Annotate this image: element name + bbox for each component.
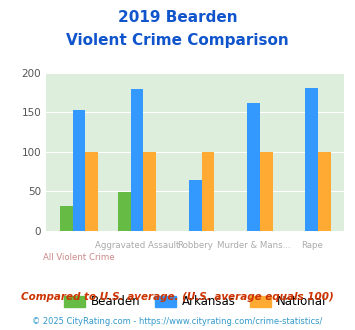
Text: Violent Crime Comparison: Violent Crime Comparison xyxy=(66,33,289,48)
Text: All Violent Crime: All Violent Crime xyxy=(43,253,115,262)
Bar xyxy=(189,180,202,231)
Text: Robbery: Robbery xyxy=(177,241,213,249)
Bar xyxy=(60,206,72,231)
Bar xyxy=(118,192,131,231)
Text: Rape: Rape xyxy=(301,241,323,249)
Text: Aggravated Assault: Aggravated Assault xyxy=(95,241,179,249)
Bar xyxy=(143,152,156,231)
Bar xyxy=(305,88,318,231)
Text: Compared to U.S. average. (U.S. average equals 100): Compared to U.S. average. (U.S. average … xyxy=(21,292,334,302)
Legend: Bearden, Arkansas, National: Bearden, Arkansas, National xyxy=(59,291,331,313)
Bar xyxy=(260,152,273,231)
Bar xyxy=(85,152,98,231)
Bar xyxy=(72,110,85,231)
Bar xyxy=(247,104,260,231)
Text: © 2025 CityRating.com - https://www.cityrating.com/crime-statistics/: © 2025 CityRating.com - https://www.city… xyxy=(32,317,323,326)
Bar xyxy=(318,152,331,231)
Bar xyxy=(131,89,143,231)
Text: Murder & Mans...: Murder & Mans... xyxy=(217,241,290,249)
Text: 2019 Bearden: 2019 Bearden xyxy=(118,10,237,25)
Bar xyxy=(202,152,214,231)
